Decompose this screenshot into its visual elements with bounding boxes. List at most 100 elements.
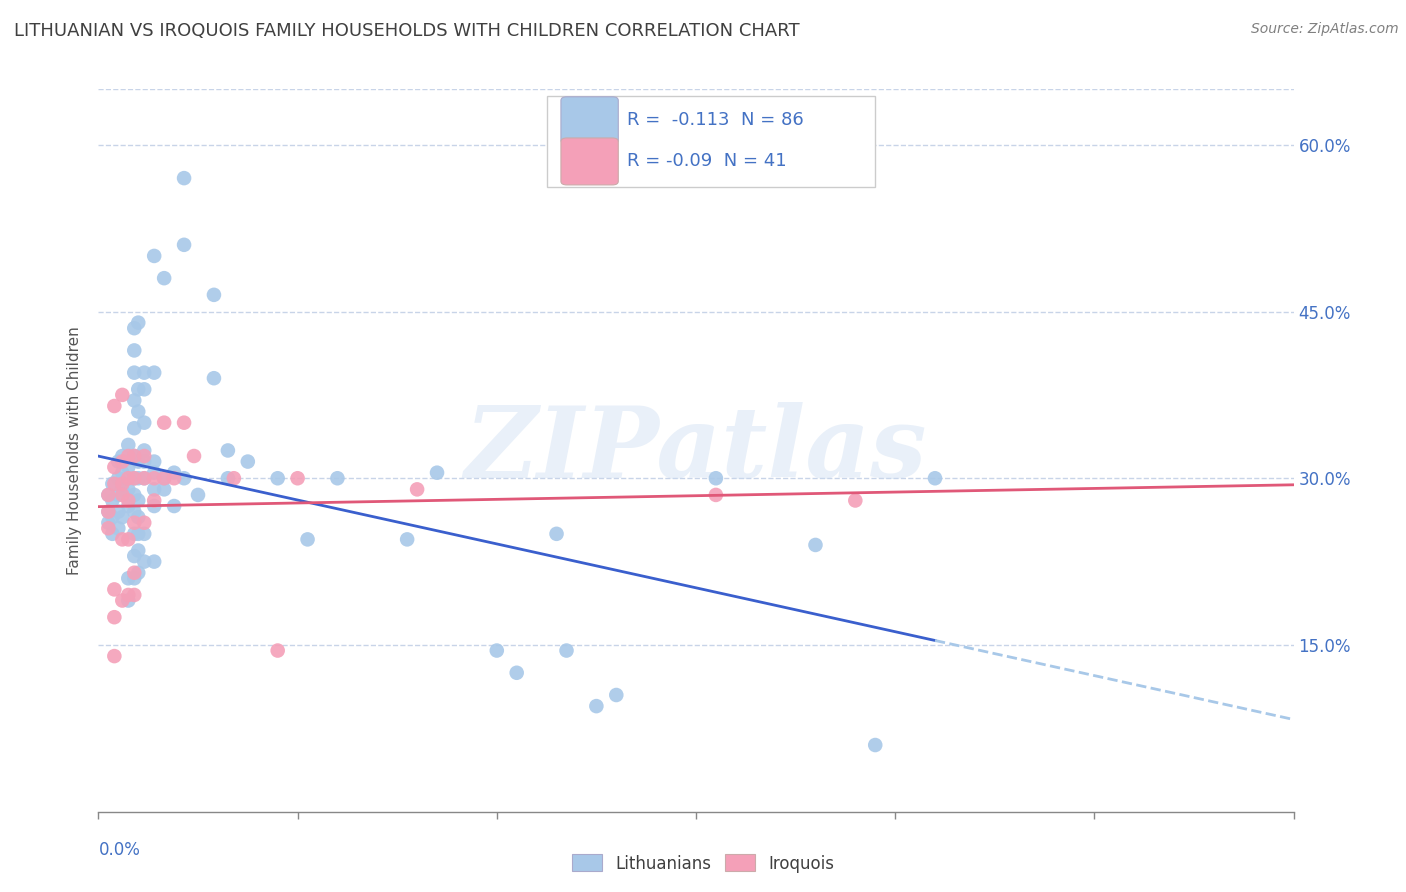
Point <box>127 382 149 396</box>
Text: ZIPatlas: ZIPatlas <box>465 402 927 499</box>
Point <box>134 443 156 458</box>
Point <box>124 343 146 358</box>
Point <box>924 471 946 485</box>
Point <box>143 249 166 263</box>
Point <box>127 566 149 580</box>
Point <box>187 488 209 502</box>
Point <box>124 549 146 563</box>
Point <box>143 483 166 497</box>
Point <box>134 382 156 396</box>
Point <box>555 643 578 657</box>
Point <box>111 483 134 497</box>
FancyBboxPatch shape <box>547 96 876 186</box>
Point <box>124 516 146 530</box>
Point <box>117 438 139 452</box>
Point <box>406 483 429 497</box>
Point <box>101 526 124 541</box>
Point <box>202 371 225 385</box>
Point <box>143 499 166 513</box>
Point <box>134 526 156 541</box>
Point <box>134 416 156 430</box>
Point <box>202 288 225 302</box>
Point <box>297 533 319 547</box>
Point <box>124 566 146 580</box>
Point <box>605 688 627 702</box>
FancyBboxPatch shape <box>561 97 619 144</box>
Point <box>124 588 146 602</box>
Point <box>585 699 607 714</box>
Point <box>326 471 349 485</box>
Point <box>143 466 166 480</box>
Point <box>546 526 568 541</box>
Point <box>127 471 149 485</box>
Point <box>183 449 205 463</box>
Point <box>97 521 120 535</box>
Point <box>134 366 156 380</box>
Point <box>111 476 134 491</box>
Point <box>103 582 125 597</box>
Point <box>107 488 129 502</box>
Point <box>153 471 176 485</box>
Point <box>134 454 156 468</box>
Point <box>134 471 156 485</box>
Point <box>117 588 139 602</box>
Point <box>844 493 866 508</box>
Point <box>143 555 166 569</box>
Point <box>173 416 195 430</box>
Point <box>143 493 166 508</box>
Point <box>117 460 139 475</box>
Point <box>143 454 166 468</box>
Point <box>117 471 139 485</box>
Point <box>101 510 124 524</box>
Point <box>117 499 139 513</box>
Point <box>143 366 166 380</box>
Point <box>485 643 508 657</box>
Point <box>111 533 134 547</box>
Point <box>111 388 134 402</box>
Point <box>704 471 727 485</box>
Point <box>127 543 149 558</box>
Point <box>143 471 166 485</box>
Point <box>173 171 195 186</box>
Point <box>217 471 239 485</box>
Point <box>97 488 120 502</box>
Point <box>134 449 156 463</box>
FancyBboxPatch shape <box>561 138 619 185</box>
Point <box>124 471 146 485</box>
Point <box>107 454 129 468</box>
Point <box>173 237 195 252</box>
Point <box>103 649 125 664</box>
Point <box>124 421 146 435</box>
Point <box>97 505 120 519</box>
Point <box>153 416 176 430</box>
Point <box>127 454 149 468</box>
Point <box>153 471 176 485</box>
Point <box>506 665 529 680</box>
Point <box>111 593 134 607</box>
Point <box>124 488 146 502</box>
Point <box>163 499 186 513</box>
Point <box>396 533 419 547</box>
Point <box>103 399 125 413</box>
Point <box>127 493 149 508</box>
Point <box>127 526 149 541</box>
Text: 0.0%: 0.0% <box>98 840 141 859</box>
Point <box>117 533 139 547</box>
Point <box>124 471 146 485</box>
Point <box>117 571 139 585</box>
Point <box>117 483 139 497</box>
Point <box>117 449 139 463</box>
Point <box>103 476 125 491</box>
Point <box>111 466 134 480</box>
Point <box>134 471 156 485</box>
Point <box>107 521 129 535</box>
Point <box>865 738 887 752</box>
Point <box>97 488 120 502</box>
Text: Source: ZipAtlas.com: Source: ZipAtlas.com <box>1251 22 1399 37</box>
Point <box>236 454 259 468</box>
Point <box>173 471 195 485</box>
Point <box>267 643 290 657</box>
Text: R = -0.09  N = 41: R = -0.09 N = 41 <box>627 153 786 170</box>
Point <box>804 538 827 552</box>
Point <box>111 510 134 524</box>
